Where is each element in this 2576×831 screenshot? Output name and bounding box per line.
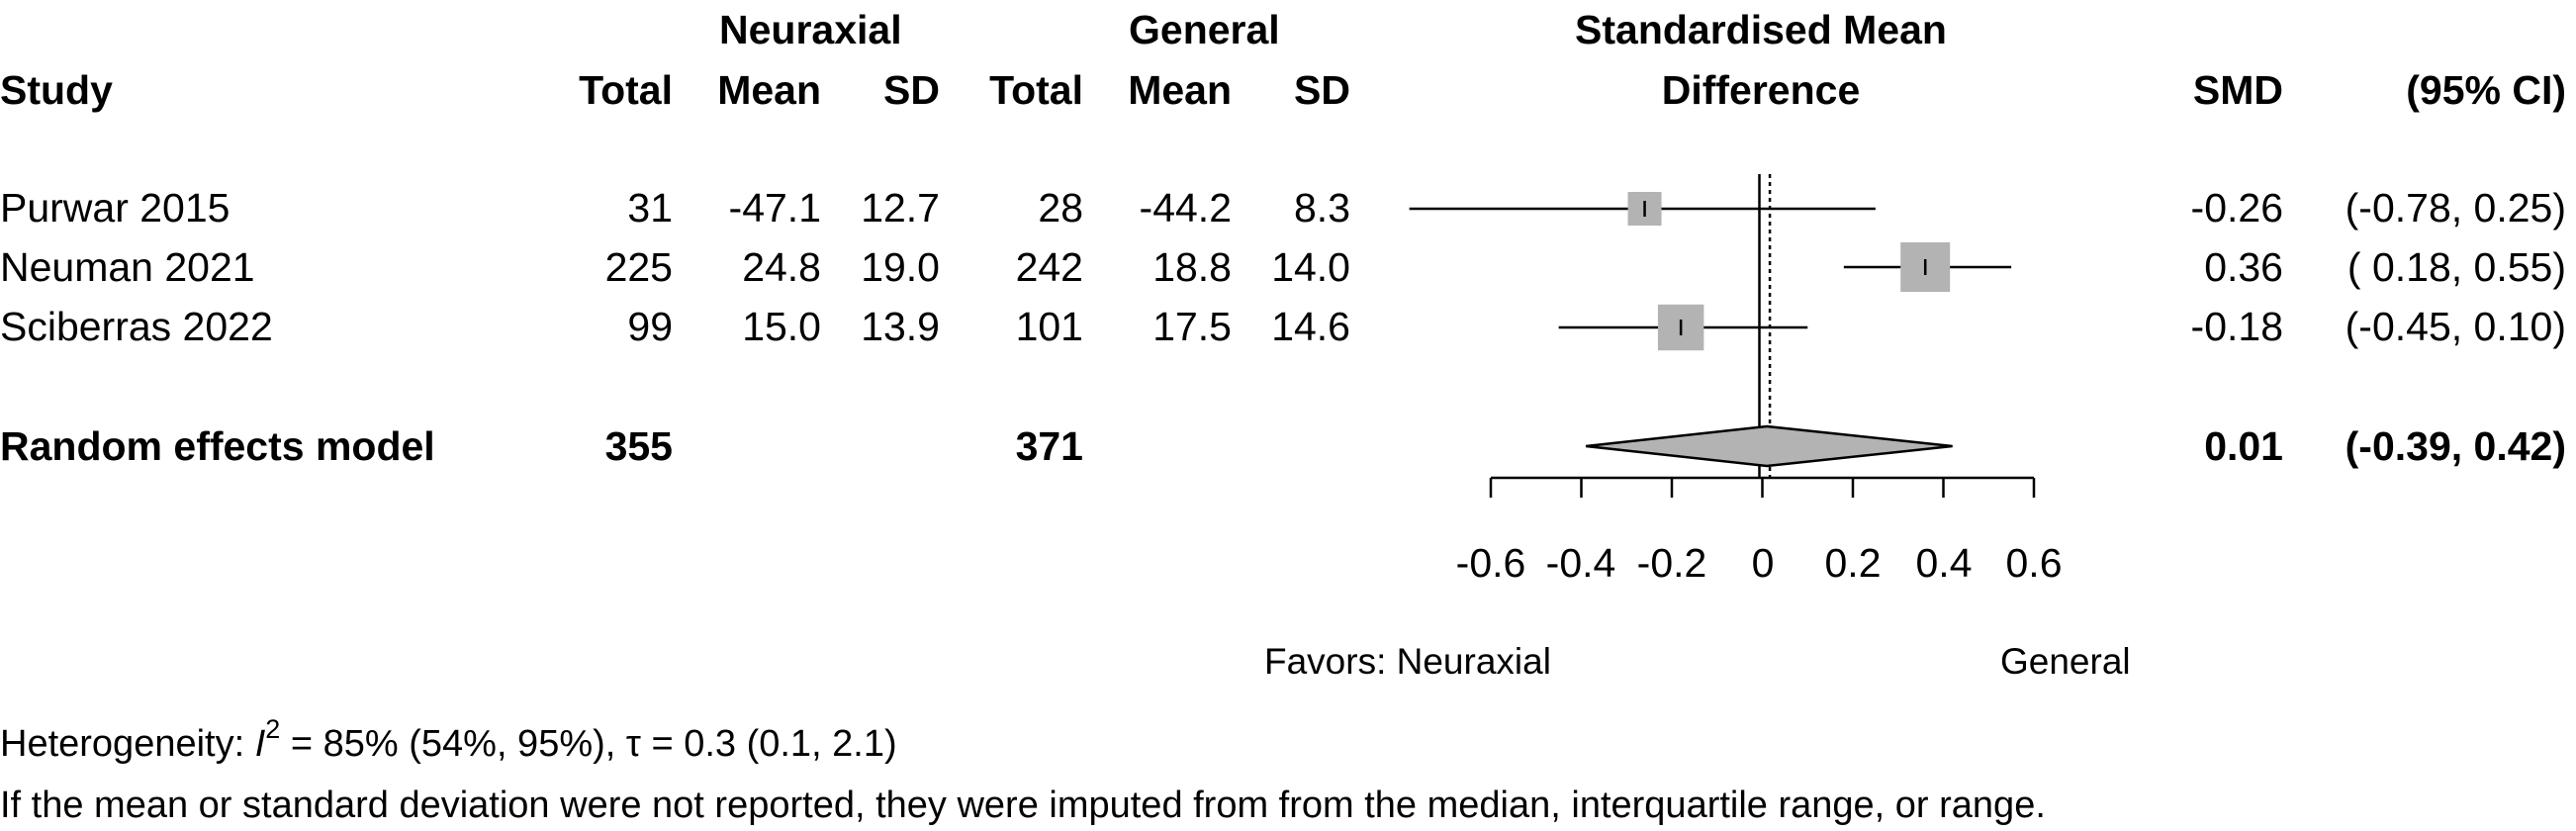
sd2-value: 14.6 <box>1271 304 1350 349</box>
x-tick-label: 0.2 <box>1824 540 1882 586</box>
x-tick-label: -0.4 <box>1545 540 1616 586</box>
smd-title-line2: Difference <box>1661 67 1861 113</box>
favors-left-label: Favors: Neuraxial <box>1264 641 1551 682</box>
smd-value: -0.18 <box>2190 304 2283 349</box>
pooled-n1: 355 <box>604 423 673 469</box>
study-name: Neuman 2021 <box>0 244 255 290</box>
sd2-value: 14.0 <box>1271 244 1350 290</box>
group1-header: Neuraxial <box>719 7 902 52</box>
study-name: Sciberras 2022 <box>0 304 273 349</box>
heterogeneity-rest: = 85% (54%, 95%), τ = 0.3 (0.1, 2.1) <box>280 723 897 765</box>
pooled-label: Random effects model <box>0 423 435 469</box>
sd1-value: 19.0 <box>861 244 940 290</box>
imputation-note: If the mean or standard deviation were n… <box>0 785 2046 826</box>
ci-value: (-0.78, 0.25) <box>2345 185 2566 231</box>
n1-value: 99 <box>627 304 673 349</box>
x-tick-label: 0 <box>1751 540 1775 586</box>
pooled-smd: 0.01 <box>2204 423 2283 469</box>
m2-value: 18.8 <box>1152 244 1232 290</box>
sd1-header: SD <box>883 67 940 113</box>
smd-header: SMD <box>2192 67 2283 113</box>
m2-header: Mean <box>1128 67 1232 113</box>
m1-header: Mean <box>717 67 821 113</box>
pooled-ci: (-0.39, 0.42) <box>2345 423 2566 469</box>
n2-value: 242 <box>1015 244 1083 290</box>
study-name: Purwar 2015 <box>0 185 230 231</box>
n1-value: 225 <box>604 244 673 290</box>
sd1-value: 13.9 <box>861 304 940 349</box>
smd-title-line1: Standardised Mean <box>1575 7 1947 52</box>
ci-value: ( 0.18, 0.55) <box>2346 244 2566 290</box>
sd1-value: 12.7 <box>861 185 940 231</box>
heterogeneity-sup: 2 <box>265 714 281 744</box>
ci-header: (95% CI) <box>2406 67 2566 113</box>
n2-value: 28 <box>1038 185 1083 231</box>
smd-value: -0.26 <box>2190 185 2283 231</box>
n1-value: 31 <box>627 185 673 231</box>
pooled-n2: 371 <box>1015 423 1083 469</box>
ci-value: (-0.45, 0.10) <box>2345 304 2566 349</box>
m1-value: 24.8 <box>742 244 821 290</box>
smd-value: 0.36 <box>2204 244 2283 290</box>
heterogeneity-i: I <box>254 723 266 765</box>
m1-value: 15.0 <box>742 304 821 349</box>
heterogeneity-text: Heterogeneity: I2 = 85% (54%, 95%), τ = … <box>0 716 897 765</box>
study-header: Study <box>0 67 113 113</box>
m2-value: 17.5 <box>1152 304 1232 349</box>
m2-value: -44.2 <box>1139 185 1232 231</box>
n2-value: 101 <box>1015 304 1083 349</box>
heterogeneity-prefix: Heterogeneity: <box>0 723 255 765</box>
favors-right-label: General <box>2000 641 2131 682</box>
n2-header: Total <box>989 67 1083 113</box>
n1-header: Total <box>579 67 673 113</box>
sd2-value: 8.3 <box>1294 185 1350 231</box>
pooled-diamond <box>1585 424 1953 468</box>
x-tick-label: 0.6 <box>2005 540 2063 586</box>
group2-header: General <box>1129 7 1280 52</box>
x-tick-label: -0.6 <box>1455 540 1526 586</box>
x-tick-label: -0.2 <box>1636 540 1707 586</box>
m1-value: -47.1 <box>728 185 821 231</box>
sd2-header: SD <box>1294 67 1350 113</box>
x-tick-label: 0.4 <box>1915 540 1973 586</box>
